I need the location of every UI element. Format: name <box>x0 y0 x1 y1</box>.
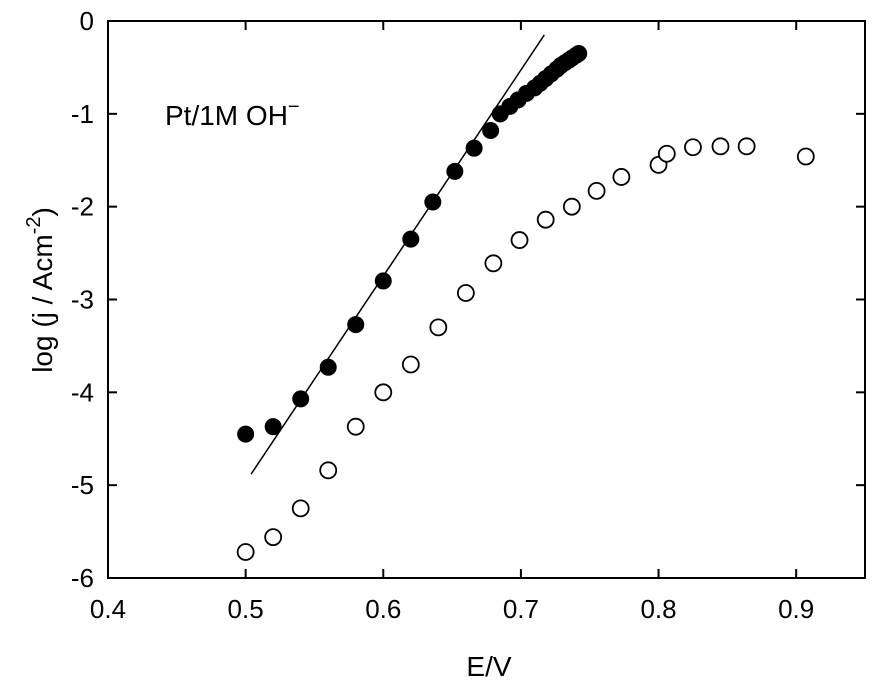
open-circle-point <box>401 355 420 374</box>
filled-circle-point <box>424 193 442 211</box>
open-circle-point <box>737 137 756 156</box>
y-tick-label: -1 <box>71 99 94 129</box>
open-circle-point <box>657 144 676 163</box>
open-circle-point <box>587 181 606 200</box>
y-tick-label: -5 <box>71 470 94 500</box>
filled-circle-point <box>292 390 310 408</box>
filled-circle-series <box>237 44 588 443</box>
annotation-main: Pt/1M OH <box>165 100 288 131</box>
y-axis-title-main: log (j / Acm <box>27 234 58 372</box>
open-circle-point <box>346 417 365 436</box>
annotation-superscript: − <box>288 96 300 118</box>
y-axis-title: log (j / Acm-2) <box>23 207 58 373</box>
open-circle-point <box>684 138 702 157</box>
y-tick-label: -4 <box>71 377 94 407</box>
open-circle-point <box>510 231 529 249</box>
y-tick-label: -2 <box>71 192 94 222</box>
x-tick-label: 0.6 <box>365 594 401 624</box>
open-circle-point <box>429 318 448 337</box>
filled-circle-point <box>482 122 500 140</box>
open-circle-point <box>456 284 475 302</box>
x-tick-label: 0.9 <box>778 594 814 624</box>
filled-circle-point <box>570 44 588 62</box>
x-tick-label: 0.5 <box>228 594 264 624</box>
open-circle-point <box>796 147 815 166</box>
filled-circle-point <box>465 139 483 157</box>
y-tick-label: 0 <box>80 6 94 36</box>
x-tick-label: 0.7 <box>503 594 539 624</box>
open-circle-point <box>711 137 730 156</box>
filled-circle-point <box>347 316 365 334</box>
open-circle-point <box>536 210 555 229</box>
annotation-label: Pt/1M OH− <box>165 96 300 131</box>
x-tick-label: 0.8 <box>640 594 676 624</box>
open-circle-series <box>236 137 815 561</box>
y-axis: 0 -1 -2 -3 -4 -5 -6 <box>71 6 865 593</box>
open-circle-point <box>374 383 393 402</box>
open-circle-point <box>291 499 310 518</box>
filled-circle-point <box>374 272 392 290</box>
open-circle-point <box>264 528 283 547</box>
open-circle-point <box>319 461 338 480</box>
x-axis: 0.4 0.5 0.6 0.7 0.8 0.9 <box>90 21 814 624</box>
x-tick-label: 0.4 <box>90 594 126 624</box>
open-circle-point <box>484 254 503 273</box>
filled-circle-point <box>446 162 464 180</box>
y-axis-title-close: ) <box>27 207 58 216</box>
open-circle-point <box>236 543 255 561</box>
y-tick-label: -6 <box>71 563 94 593</box>
filled-circle-point <box>402 230 420 248</box>
y-axis-title-superscript: -2 <box>23 217 45 235</box>
open-circle-point <box>562 197 581 216</box>
filled-circle-point <box>237 425 255 443</box>
filled-circle-point <box>264 418 282 436</box>
x-axis-title: E/V <box>466 651 511 682</box>
open-circle-point <box>612 168 631 186</box>
y-tick-label: -3 <box>71 285 94 315</box>
filled-circle-point <box>319 358 337 376</box>
